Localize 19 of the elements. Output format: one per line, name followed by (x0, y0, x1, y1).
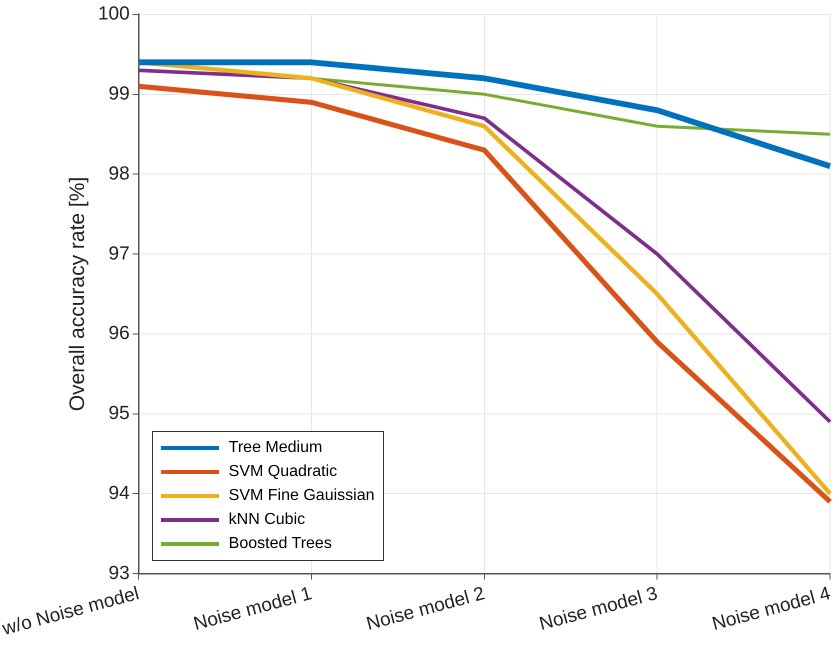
y-tick-label: 99 (108, 84, 130, 105)
x-tick-label: Noise model 1 (191, 583, 314, 635)
legend-label: Boosted Trees (228, 534, 332, 553)
x-tick-label: Noise model 3 (537, 583, 660, 635)
x-tick-label: Noise model 2 (364, 583, 488, 635)
legend-label: kNN Cubic (228, 510, 306, 529)
legend-label: SVM Quadratic (228, 462, 338, 481)
y-tick-label: 93 (108, 562, 130, 584)
y-tick-label: 96 (108, 323, 130, 344)
y-tick-label: 97 (108, 243, 130, 264)
legend-label: SVM Fine Gauissian (228, 486, 374, 505)
y-tick-label: 100 (98, 4, 130, 25)
y-tick-label: 94 (108, 482, 130, 504)
y-axis-title: Overall accuracy rate [%] (66, 176, 90, 412)
legend-label: Tree Medium (228, 438, 322, 457)
x-tick-label: w/o Noise model (0, 583, 142, 640)
y-tick-label: 95 (108, 403, 130, 424)
x-tick-label: Noise model 4 (710, 583, 834, 635)
y-tick-label: 98 (108, 163, 130, 184)
